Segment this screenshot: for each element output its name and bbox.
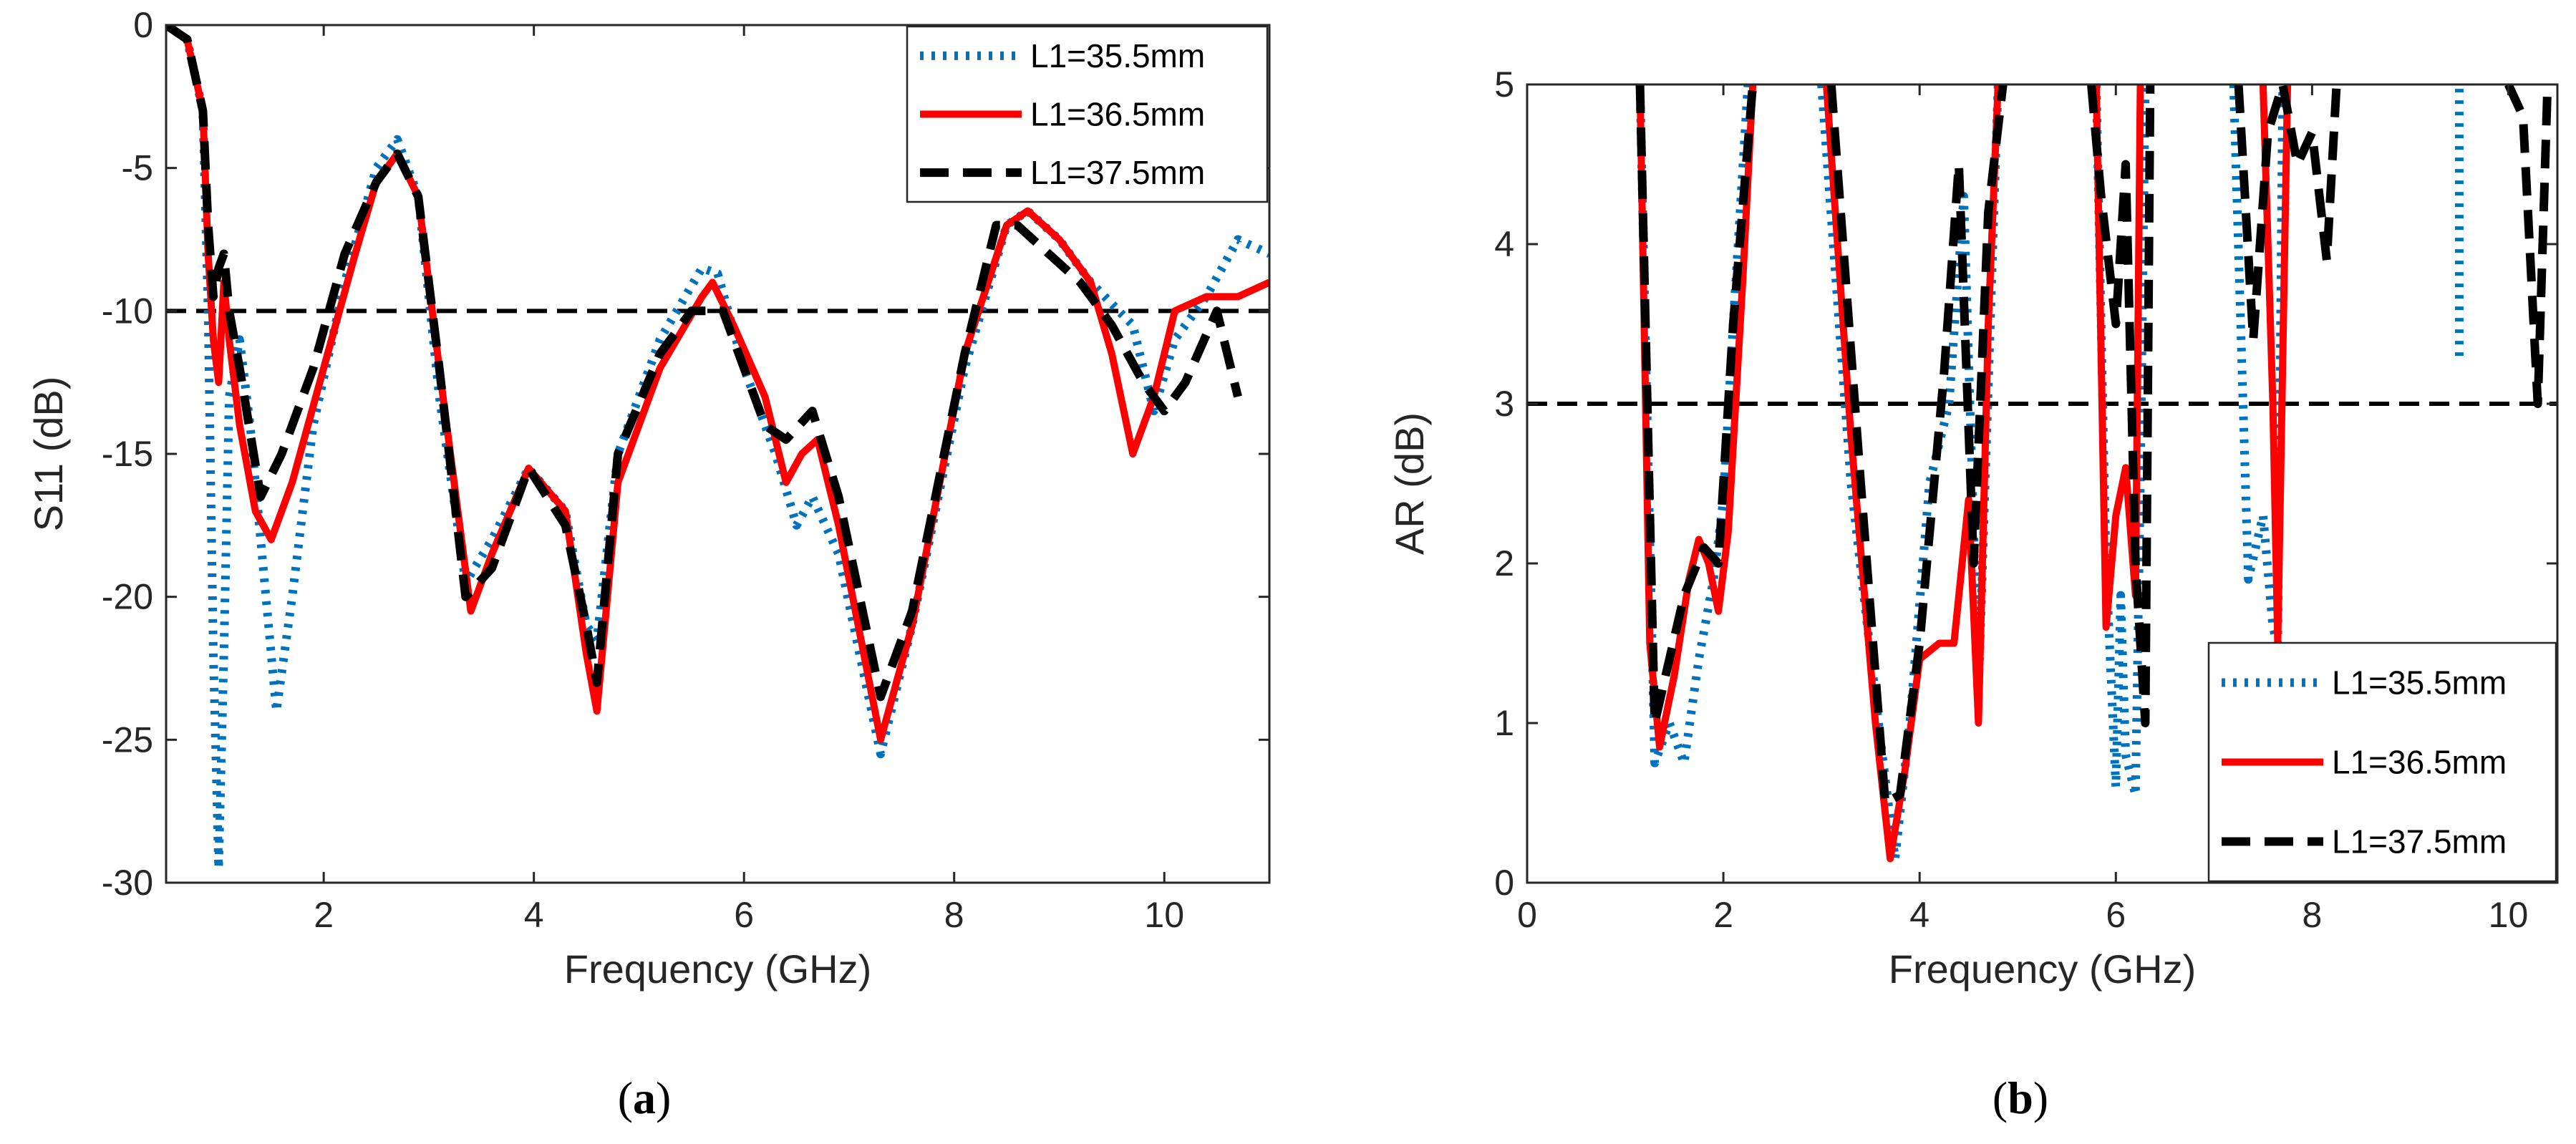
series-line-2-segment-2 bbox=[1823, 84, 2002, 863]
legend-label-2: L1=36.5mm bbox=[1030, 96, 1205, 133]
panel-label-open-paren: ( bbox=[618, 1072, 633, 1123]
series-line-3-segment-3 bbox=[2087, 84, 2155, 727]
y-tick-label: 3 bbox=[1494, 384, 1514, 424]
y-tick-label: 0 bbox=[1494, 863, 1514, 903]
series-line-2-segment-4 bbox=[2259, 84, 2292, 647]
y-tick-label: -5 bbox=[122, 148, 153, 188]
series-line-3-segment-1 bbox=[1635, 84, 1758, 727]
series-line-1-segment-1 bbox=[1635, 84, 1753, 767]
panel-b-ar-chart: 0 2 4 6 8 10 0 1 2 3 4 5 Frequency (GHz) AR (dB) L1=35… bbox=[1387, 64, 2559, 1123]
legend-label-3: L1=37.5mm bbox=[2332, 823, 2507, 861]
x-tick-label: 8 bbox=[2302, 895, 2322, 935]
series-line-3-segment-1 bbox=[166, 25, 1242, 702]
series-line-3-segment-5 bbox=[2504, 84, 2552, 408]
legend-label-1: L1=35.5mm bbox=[1030, 37, 1205, 74]
x-tick-label: 4 bbox=[1909, 895, 1929, 935]
panel-label-open-paren: ( bbox=[1992, 1072, 2008, 1123]
x-tick-label: 8 bbox=[944, 895, 964, 935]
legend-label-2: L1=36.5mm bbox=[2332, 744, 2507, 781]
y-tick-label: -30 bbox=[102, 863, 153, 903]
x-tick-label: 0 bbox=[1517, 895, 1537, 935]
panel-label-close-paren: ) bbox=[2033, 1072, 2048, 1123]
y-tick-label: 2 bbox=[1494, 543, 1514, 583]
axes-frame bbox=[1526, 83, 2559, 884]
series-line-3-segment-2 bbox=[1826, 84, 2008, 808]
legend-label-3: L1=37.5mm bbox=[1030, 154, 1205, 191]
x-tick-label: 10 bbox=[2489, 895, 2529, 935]
panel-label-letter: b bbox=[2008, 1072, 2033, 1123]
y-tick-label: 1 bbox=[1494, 703, 1514, 743]
panel-label: (b) bbox=[1992, 1072, 2048, 1123]
y-axis-title: S11 (dB) bbox=[26, 377, 71, 532]
y-tick-label: 5 bbox=[1494, 64, 1514, 105]
panel-a-s11-chart: 2 4 6 8 10 0 -5 -10 -15 -20 -25 -30 Frequency (GHz) S… bbox=[26, 5, 1271, 1123]
y-axis-title: AR (dB) bbox=[1387, 412, 1432, 555]
panel-label: (a) bbox=[618, 1072, 672, 1123]
x-tick-label: 6 bbox=[2106, 895, 2126, 935]
x-tick-label: 2 bbox=[1713, 895, 1733, 935]
y-tick-label: -25 bbox=[102, 719, 153, 760]
x-tick-label: 2 bbox=[314, 895, 334, 935]
series-line-1-segment-4 bbox=[2229, 84, 2287, 648]
y-tick-label: -15 bbox=[102, 434, 153, 474]
y-tick-label: -20 bbox=[102, 577, 153, 617]
x-tick-label: 10 bbox=[1144, 895, 1184, 935]
x-axis-title: Frequency (GHz) bbox=[564, 946, 871, 992]
y-tick-label: -10 bbox=[102, 291, 153, 331]
plot-data-layer bbox=[1527, 84, 2557, 863]
x-tick-label: 4 bbox=[524, 895, 544, 935]
x-tick-label: 6 bbox=[734, 895, 754, 935]
y-tick-label: 4 bbox=[1494, 224, 1514, 264]
panel-label-letter: a bbox=[633, 1072, 656, 1123]
plot-data-layer bbox=[166, 25, 1269, 873]
series-line-3-segment-4 bbox=[2234, 84, 2341, 344]
panel-label-close-paren: ) bbox=[656, 1072, 671, 1123]
x-axis-title: Frequency (GHz) bbox=[1889, 946, 2196, 992]
y-tick-label: 0 bbox=[133, 5, 153, 45]
legend-label-1: L1=35.5mm bbox=[2332, 664, 2507, 702]
